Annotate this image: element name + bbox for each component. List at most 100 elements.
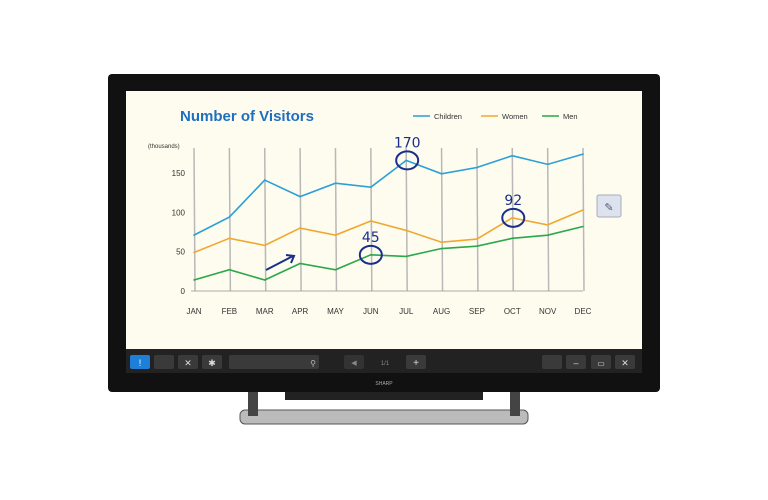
y-tick-label: 0 (181, 287, 186, 296)
data-point (582, 225, 584, 228)
tools-icon: ✕ (184, 358, 192, 368)
data-point (370, 186, 372, 188)
data-point (546, 234, 549, 236)
data-point (263, 279, 266, 281)
data-point (511, 237, 514, 240)
grid-line (299, 147, 302, 292)
data-point (511, 154, 514, 157)
grid-line (334, 147, 338, 292)
data-point (405, 229, 407, 232)
monitor-stand (239, 390, 529, 425)
data-point (193, 251, 195, 254)
grid-line (511, 147, 515, 292)
data-point (193, 234, 195, 236)
page-indicator: 1/1 (381, 361, 390, 367)
data-point (228, 237, 231, 240)
minimize-icon: – (573, 358, 578, 368)
data-point (370, 254, 372, 256)
data-point (299, 227, 301, 229)
settings-button[interactable] (202, 355, 222, 369)
y-axis-label: (thousands) (148, 144, 180, 150)
grid-line (476, 147, 479, 292)
x-tick-label: JAN (186, 307, 201, 316)
grid-line (440, 147, 444, 292)
data-point (582, 209, 584, 211)
brand-logo: SHARP (375, 381, 393, 387)
y-tick-label: 50 (176, 248, 185, 257)
grid-line (546, 147, 550, 292)
prev-page-button[interactable] (344, 355, 364, 369)
x-tick-label: AUG (433, 307, 450, 316)
legend-label: Children (434, 112, 462, 121)
annotation-label: 45 (362, 230, 380, 246)
annotation-label: 170 (394, 135, 421, 151)
tools-button[interactable] (178, 355, 198, 369)
plus-icon: + (413, 358, 419, 369)
y-tick-label: 150 (172, 169, 186, 178)
close-button[interactable] (615, 355, 635, 369)
data-point (405, 255, 407, 258)
settings-icon: ✱ (208, 358, 216, 368)
grid-line (370, 147, 373, 292)
copy-pages-button[interactable] (154, 355, 174, 369)
series-line-women (193, 209, 584, 254)
x-tick-label: MAR (256, 307, 274, 316)
x-tick-label: MAY (327, 307, 344, 316)
data-point (476, 245, 478, 247)
data-point (228, 216, 231, 218)
legend-label: Men (563, 112, 578, 121)
pen-widget-button[interactable] (596, 194, 622, 218)
annotation-arrow (265, 254, 296, 271)
data-point (228, 268, 231, 271)
data-point (476, 166, 478, 169)
x-tick-label: JUL (399, 307, 414, 316)
pen-icon: ! (139, 358, 142, 368)
pencil-icon: ✎ (604, 202, 613, 214)
data-point (299, 195, 301, 198)
data-point (546, 224, 549, 226)
add-page-button[interactable] (406, 355, 426, 369)
data-point (334, 182, 337, 185)
x-tick-label: JUN (363, 307, 379, 316)
prev-page-icon: ◀ (351, 360, 357, 367)
x-tick-label: FEB (222, 307, 238, 316)
search-input[interactable] (229, 355, 319, 369)
screen (126, 91, 642, 349)
x-tick-label: APR (292, 307, 309, 316)
data-point (370, 220, 372, 222)
toolbar: ! ✕ ✱ ⚲ ◀ 1/1 + – ▭ ✕ (126, 349, 642, 373)
annotation-circle (395, 150, 420, 171)
x-tick-label: NOV (539, 307, 557, 316)
grid-line (582, 147, 585, 292)
data-point (582, 153, 584, 155)
data-point (263, 179, 266, 181)
data-point (193, 279, 195, 281)
x-tick-label: SEP (469, 307, 485, 316)
window-button[interactable] (591, 355, 611, 369)
data-point (511, 217, 514, 219)
plot-area: JAN FEB MAR APR MAY JUN JUL AUG SEP OCT NOV DEC 0 50 1… (172, 135, 592, 316)
x-tick-label: OCT (504, 307, 521, 316)
chart-title: Number of Visitors (180, 108, 314, 125)
data-point (405, 159, 407, 162)
minimize-button[interactable] (566, 355, 586, 369)
y-tick-label: 100 (172, 208, 186, 217)
pen-button[interactable] (130, 355, 150, 369)
series-line-men (193, 225, 584, 281)
close-icon: ✕ (621, 358, 629, 368)
grid-line (263, 147, 267, 292)
grid-line (193, 147, 196, 292)
display-switch-button[interactable] (542, 355, 562, 369)
window-icon: ▭ (597, 359, 605, 368)
grid-line (228, 147, 232, 292)
annotation-label: 92 (504, 193, 522, 209)
annotation-circle (501, 207, 526, 228)
legend: Children Women Men (413, 112, 578, 121)
data-point (546, 163, 549, 166)
series-line-children (193, 153, 584, 236)
data-point (440, 172, 443, 175)
search-icon: ⚲ (310, 359, 316, 368)
data-point (476, 238, 478, 240)
data-point (299, 262, 301, 265)
